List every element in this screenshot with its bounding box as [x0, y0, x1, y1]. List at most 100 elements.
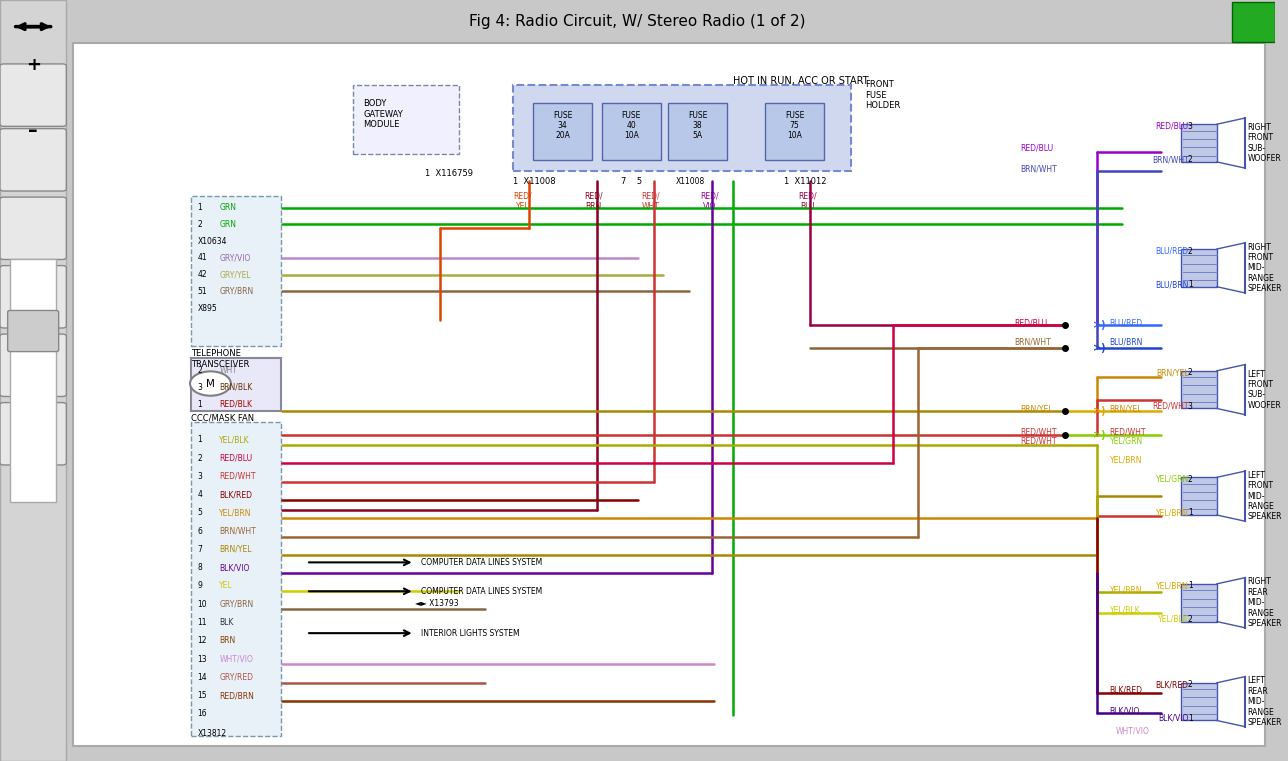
FancyBboxPatch shape	[72, 43, 1265, 746]
Text: >): >)	[1094, 430, 1106, 441]
Text: 1: 1	[197, 435, 202, 444]
Text: 12: 12	[197, 636, 207, 645]
FancyBboxPatch shape	[1181, 249, 1217, 287]
Text: YEL/BRN: YEL/BRN	[1110, 585, 1142, 594]
Text: 2: 2	[197, 366, 202, 375]
Text: BLU/RED: BLU/RED	[1155, 247, 1189, 256]
Text: RED/
BRN: RED/ BRN	[583, 191, 603, 211]
Text: FUSE
34
20A: FUSE 34 20A	[553, 110, 572, 141]
Text: LEFT
REAR
MID-
RANGE
SPEAKER: LEFT REAR MID- RANGE SPEAKER	[1247, 677, 1282, 727]
Text: GRY/VIO: GRY/VIO	[219, 253, 251, 263]
Text: BODY
GATEWAY
MODULE: BODY GATEWAY MODULE	[363, 99, 403, 129]
Text: WHT/VIO: WHT/VIO	[219, 654, 254, 664]
Text: RIGHT
REAR
MID-
RANGE
SPEAKER: RIGHT REAR MID- RANGE SPEAKER	[1247, 578, 1282, 628]
Text: GRY/RED: GRY/RED	[219, 673, 254, 682]
FancyBboxPatch shape	[10, 259, 57, 502]
Text: 2: 2	[1188, 368, 1193, 377]
Text: RED/BLU: RED/BLU	[1014, 319, 1047, 328]
FancyBboxPatch shape	[0, 129, 66, 191]
Text: 1: 1	[197, 203, 202, 212]
Text: X13812: X13812	[197, 729, 227, 738]
FancyBboxPatch shape	[513, 85, 851, 171]
FancyBboxPatch shape	[0, 266, 66, 328]
FancyBboxPatch shape	[0, 334, 66, 396]
Text: BRN/YEL: BRN/YEL	[219, 545, 252, 554]
Text: YEL/BLK: YEL/BLK	[1158, 615, 1189, 624]
Text: 3: 3	[1188, 402, 1193, 411]
Text: LEFT
FRONT
SUB-
WOOFER: LEFT FRONT SUB- WOOFER	[1247, 370, 1282, 409]
Text: 2: 2	[197, 220, 202, 229]
Text: WHT/VIO: WHT/VIO	[1115, 726, 1150, 735]
Text: YEL/BLK: YEL/BLK	[219, 435, 250, 444]
Text: 1: 1	[197, 400, 202, 409]
FancyBboxPatch shape	[192, 196, 281, 346]
Text: RED/BLU: RED/BLU	[219, 454, 252, 463]
Text: BLU/RED: BLU/RED	[1110, 319, 1142, 328]
Text: BRN/WHT: BRN/WHT	[219, 527, 256, 536]
Text: 6: 6	[197, 527, 202, 536]
Text: BRN/YEL: BRN/YEL	[1110, 404, 1142, 413]
Text: ◄► X13793: ◄► X13793	[415, 599, 459, 608]
FancyBboxPatch shape	[1233, 2, 1275, 42]
Text: BLK/RED: BLK/RED	[1110, 686, 1142, 695]
Text: GRY/YEL: GRY/YEL	[219, 270, 251, 279]
Text: BRN: BRN	[219, 636, 236, 645]
Text: YEL/BLK: YEL/BLK	[1110, 606, 1140, 615]
Text: 2: 2	[1188, 247, 1193, 256]
Text: RED/
BLU: RED/ BLU	[799, 191, 817, 211]
Text: 1: 1	[1188, 508, 1193, 517]
Text: BLU/BRN: BLU/BRN	[1155, 280, 1189, 289]
Text: 7: 7	[197, 545, 202, 554]
FancyBboxPatch shape	[601, 103, 661, 160]
Text: X895: X895	[197, 304, 218, 313]
FancyBboxPatch shape	[192, 422, 281, 736]
Text: 2: 2	[1188, 155, 1193, 164]
Text: FUSE
75
10A: FUSE 75 10A	[784, 110, 804, 141]
Text: RED/BLK: RED/BLK	[219, 400, 252, 409]
Text: >): >)	[1094, 406, 1106, 416]
Text: 1: 1	[1188, 280, 1193, 289]
Text: INTERIOR LIGHTS SYSTEM: INTERIOR LIGHTS SYSTEM	[421, 629, 519, 638]
FancyBboxPatch shape	[1181, 371, 1217, 409]
FancyBboxPatch shape	[1181, 124, 1217, 162]
Text: 42: 42	[197, 270, 207, 279]
Text: HOT IN RUN, ACC OR START: HOT IN RUN, ACC OR START	[733, 76, 869, 87]
Text: COMPUTER DATA LINES SYSTEM: COMPUTER DATA LINES SYSTEM	[421, 587, 542, 596]
Text: 2: 2	[197, 454, 202, 463]
Text: BLK/RED: BLK/RED	[219, 490, 252, 499]
Text: RED/WHT: RED/WHT	[219, 472, 256, 481]
Text: 11: 11	[197, 618, 207, 627]
Text: 13: 13	[197, 654, 207, 664]
Text: GRN: GRN	[219, 220, 237, 229]
Text: 1: 1	[1188, 714, 1193, 723]
Text: 10: 10	[197, 600, 207, 609]
Text: 5: 5	[197, 508, 202, 517]
Text: 1  X11008: 1 X11008	[513, 177, 555, 186]
Circle shape	[191, 371, 231, 396]
Text: >): >)	[1094, 342, 1106, 353]
Text: RIGHT
FRONT
MID-
RANGE
SPEAKER: RIGHT FRONT MID- RANGE SPEAKER	[1247, 243, 1282, 293]
Text: 14: 14	[197, 673, 207, 682]
FancyBboxPatch shape	[0, 197, 66, 260]
Text: 15: 15	[197, 691, 207, 700]
FancyBboxPatch shape	[1181, 683, 1217, 721]
Text: GRY/BRN: GRY/BRN	[219, 600, 254, 609]
FancyBboxPatch shape	[765, 103, 824, 160]
FancyBboxPatch shape	[1181, 477, 1217, 515]
Text: YEL/BRN: YEL/BRN	[1110, 456, 1142, 465]
Text: BLU/BRN: BLU/BRN	[1110, 338, 1142, 347]
Text: 3: 3	[1188, 122, 1193, 131]
Text: 3: 3	[197, 472, 202, 481]
Text: LEFT
FRONT
MID-
RANGE
SPEAKER: LEFT FRONT MID- RANGE SPEAKER	[1247, 471, 1282, 521]
Text: YEL/BRN: YEL/BRN	[1157, 508, 1189, 517]
Text: 7    5: 7 5	[621, 177, 643, 186]
Text: FUSE
40
10A: FUSE 40 10A	[622, 110, 641, 141]
Text: RED/BRN: RED/BRN	[219, 691, 254, 700]
Text: BRN/YEL: BRN/YEL	[1020, 404, 1052, 413]
Text: 2: 2	[1188, 475, 1193, 484]
Text: YEL/BRN: YEL/BRN	[219, 508, 252, 517]
Text: WHT: WHT	[219, 366, 237, 375]
Text: BLK/RED: BLK/RED	[1155, 680, 1189, 689]
Text: 2: 2	[1188, 615, 1193, 624]
Text: YEL/BRN: YEL/BRN	[1157, 581, 1189, 591]
